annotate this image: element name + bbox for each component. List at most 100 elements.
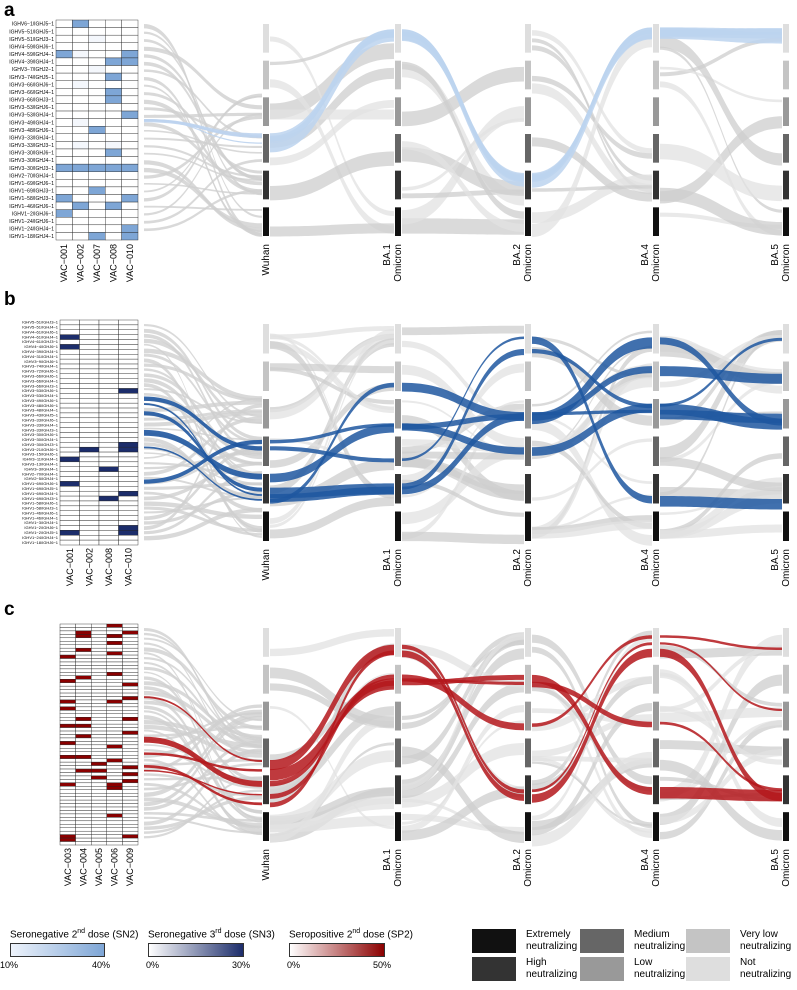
heatmap-cell: [118, 539, 139, 546]
flow-ribbon: [402, 746, 524, 843]
heatmap-cell: [88, 133, 106, 142]
heatmap-cell: [122, 765, 139, 770]
heatmap-cell: [59, 706, 76, 711]
heatmap-cell: [106, 824, 123, 828]
heatmap-cell: [106, 685, 123, 690]
heatmap-cell: [72, 141, 90, 150]
level-bar: [653, 738, 659, 768]
heatmap-cell: [106, 717, 123, 721]
heatmap-cell: [98, 412, 119, 419]
heatmap-cell: [106, 623, 123, 628]
heatmap-cell: [90, 758, 107, 763]
heatmap-cell: [118, 530, 139, 536]
flow-ribbon: [144, 324, 262, 418]
heatmap-cell: [104, 80, 122, 89]
flow-ribbon: [144, 400, 262, 412]
flow-ribbon: [660, 187, 782, 236]
flow-ribbon: [660, 749, 782, 824]
level-bar: [653, 812, 659, 841]
heatmap-cell: [106, 665, 123, 670]
heatmap-cell: [59, 806, 76, 811]
flow-ribbon: [144, 183, 262, 195]
flow-ribbon: [144, 712, 262, 797]
heatmap-cell: [75, 672, 92, 676]
heatmap-cell: [88, 156, 106, 165]
heatmap-cell: [118, 427, 139, 433]
heatmap-cell: [118, 442, 139, 448]
heatmap-cell: [104, 141, 122, 150]
heatmap-cell: [55, 141, 73, 150]
gene-label: IGHV3−7/IGHJ2−1: [12, 67, 54, 73]
heatmap-cell: [122, 830, 139, 835]
gene-label: IGHV4−59/IGHJ6−1: [9, 44, 54, 50]
heatmap-cell: [106, 720, 123, 725]
heatmap-cell: [59, 720, 76, 725]
heatmap-cell: [118, 451, 139, 458]
heatmap-cell: [59, 456, 80, 463]
panel-b: IGHV5−51/IGHJ3−1IGHV5−51/IGHJ4−1IGHV4−61…: [22, 320, 792, 587]
heatmap-cell: [104, 118, 122, 127]
heatmap-cell: [121, 95, 139, 104]
level-bar: [263, 812, 269, 841]
heatmap-cell: [59, 461, 80, 467]
flow-ribbon: [144, 666, 262, 748]
heatmap-cell: [59, 682, 76, 687]
heatmap-cell: [79, 446, 100, 453]
heatmap-cell: [59, 637, 76, 642]
flow-ribbon: [144, 353, 262, 444]
highlight-ribbon: [402, 29, 524, 187]
heatmap-cell: [59, 772, 76, 777]
level-bar: [525, 134, 531, 163]
heatmap-cell: [121, 186, 139, 195]
heatmap-cell: [59, 476, 80, 482]
heatmap-cell: [88, 103, 106, 112]
flow-ribbon: [660, 705, 782, 765]
heatmap-cell: [59, 515, 80, 521]
heatmap-cell: [79, 525, 100, 531]
heatmap-cell: [106, 775, 123, 780]
heatmap-cell: [104, 72, 122, 81]
gene-label: IGHV3−72/IGHJ6−1: [22, 369, 59, 374]
heatmap-cell: [122, 841, 139, 846]
gene-label: IGHV4−61/IGHJ4−1: [22, 334, 59, 339]
highlight-ribbon: [270, 674, 394, 799]
gene-label: IGHV3−66/IGHJ6−1: [9, 82, 54, 88]
flow-ribbon: [532, 336, 652, 379]
flow-ribbon: [270, 151, 394, 201]
heatmap-cell: [79, 539, 100, 546]
level-bar: [395, 474, 401, 504]
heatmap-cell: [122, 692, 139, 697]
heatmap-cell: [72, 217, 90, 226]
heatmap-cell: [118, 495, 139, 502]
flow-ribbon: [144, 748, 262, 826]
flow-ribbon: [144, 724, 262, 758]
gene-label: IGHV5−51/IGHJ3−1: [9, 37, 54, 43]
level-bar: [653, 474, 659, 504]
stage-label: BA.4: [640, 549, 651, 571]
flow-ribbon: [660, 143, 782, 202]
heatmap-cell: [75, 661, 92, 666]
heatmap-cell: [75, 824, 92, 828]
panel-letter-c: c: [4, 599, 15, 620]
heatmap-cell: [55, 133, 73, 142]
flow-ribbon: [144, 31, 262, 218]
heatmap-cell: [122, 782, 139, 787]
level-bar: [653, 701, 659, 731]
gene-label: IGHV3−33/IGHJ3−1: [9, 143, 54, 149]
heatmap-cell: [122, 768, 139, 773]
heatmap-cell: [59, 672, 76, 676]
heatmap-cell: [59, 520, 80, 526]
heatmap-cell: [122, 820, 139, 825]
heatmap-cell: [75, 696, 92, 701]
flow-ribbon: [532, 346, 652, 453]
flow-ribbon: [660, 674, 782, 825]
heatmap-cell: [106, 703, 123, 708]
heatmap-cell: [72, 232, 90, 241]
heatmap-cell: [75, 682, 92, 687]
gene-label: IGHV3−11/IGHJ4−1: [23, 457, 59, 462]
heatmap-cell: [122, 696, 139, 701]
gene-label: IGHV3−53/IGHJ6−1: [9, 105, 54, 111]
heatmap-cell: [90, 793, 107, 797]
heatmap-cell: [59, 727, 76, 732]
